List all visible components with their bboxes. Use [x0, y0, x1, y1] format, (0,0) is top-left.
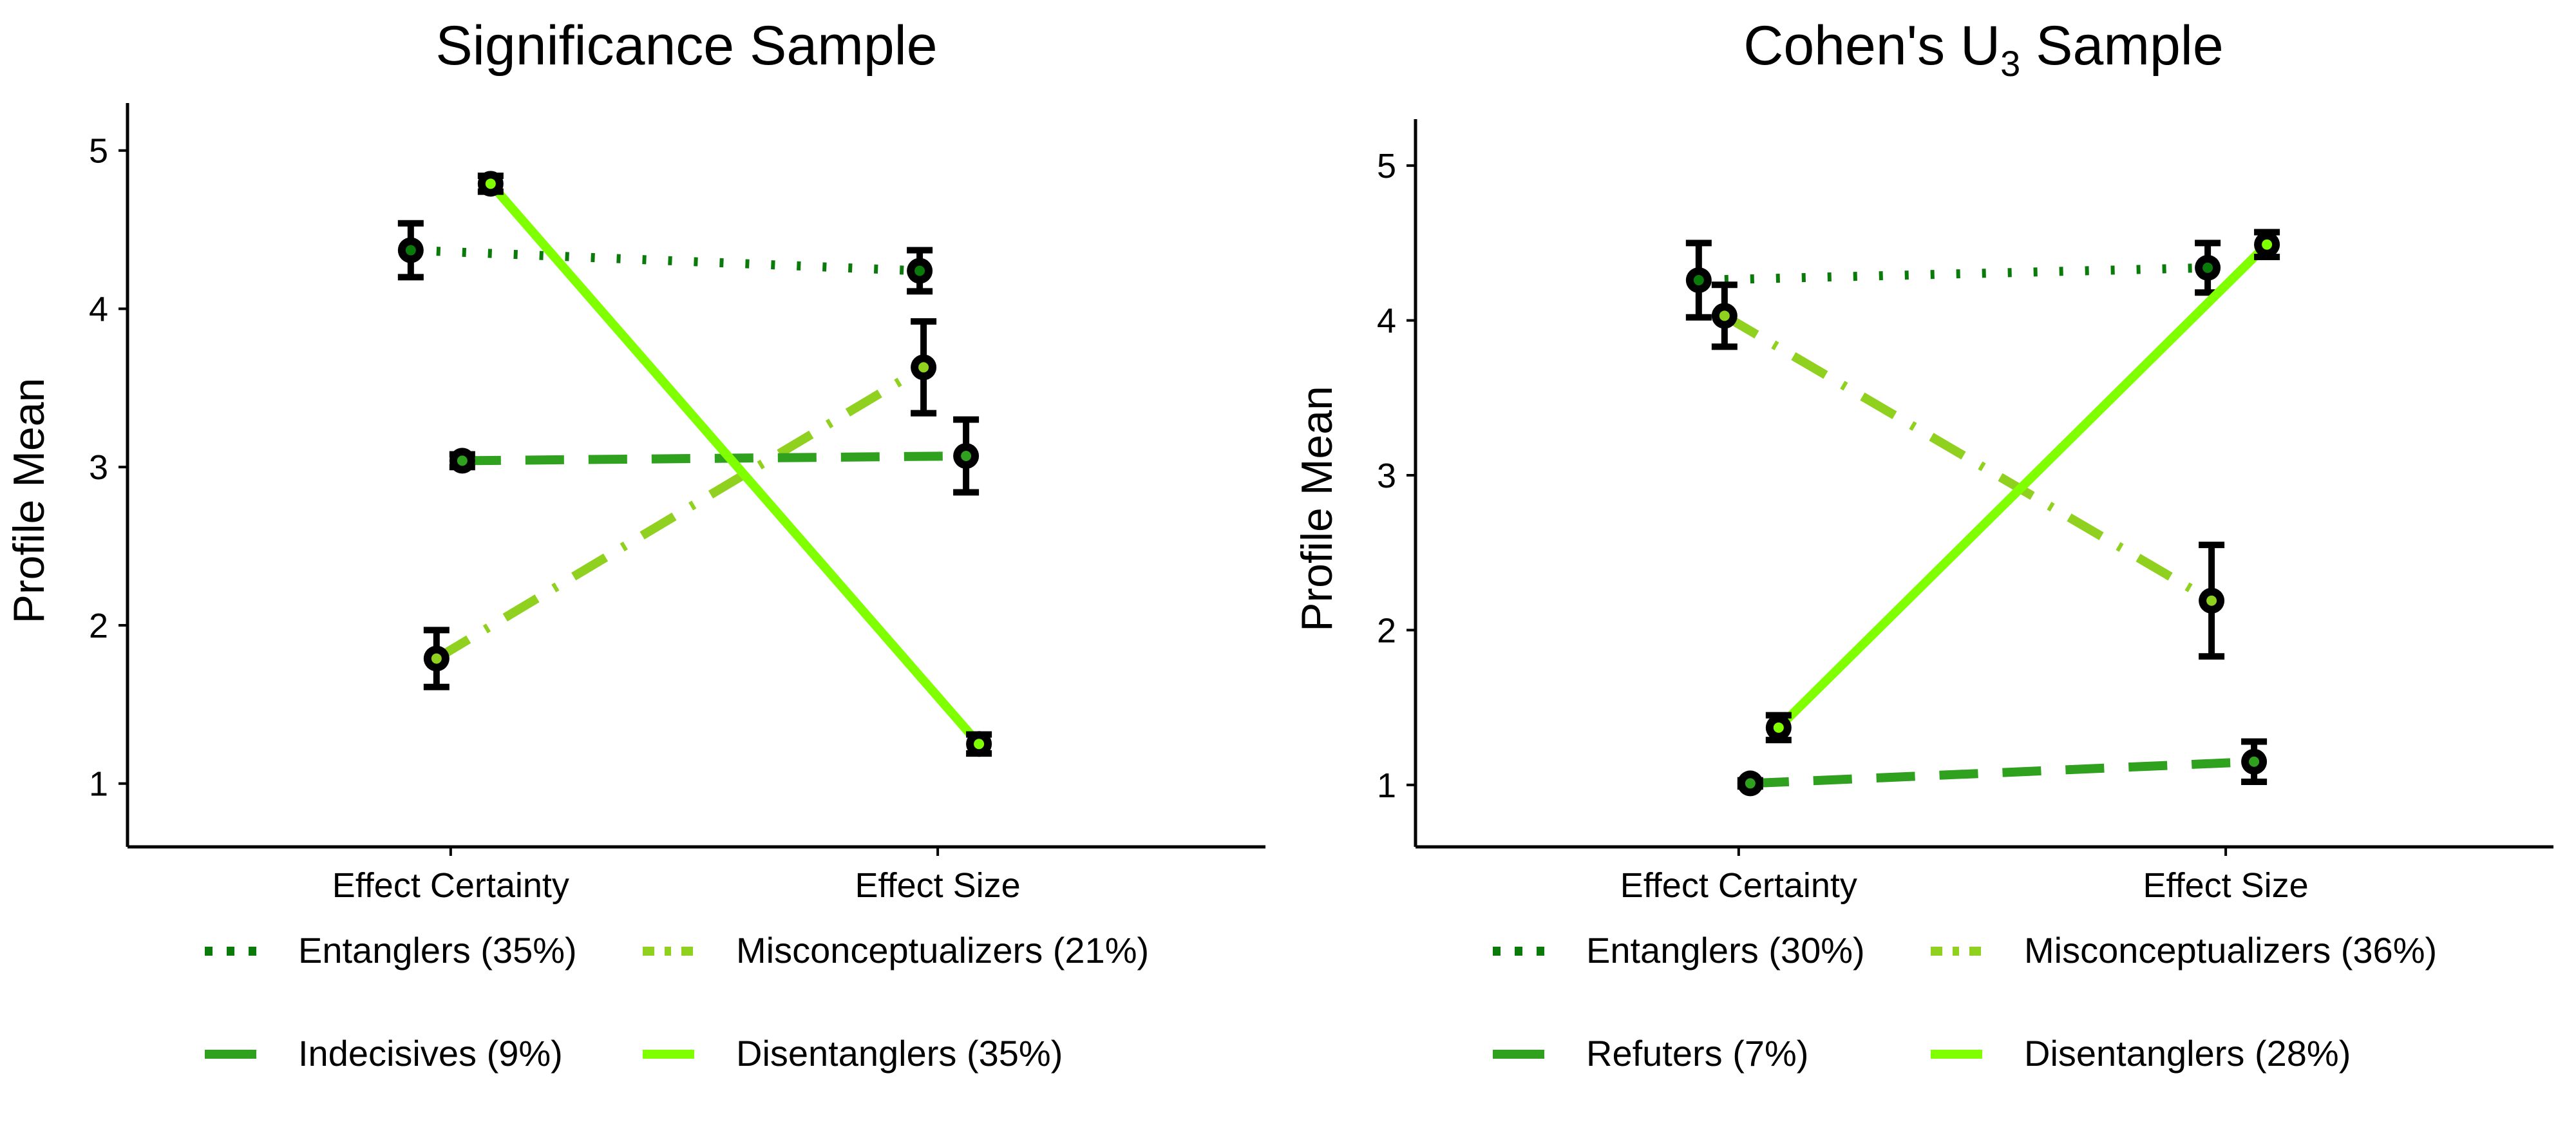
series-line-1 [1698, 263, 2208, 285]
legend-label: Entanglers (35%) [298, 930, 577, 971]
data-point-center [914, 265, 925, 276]
legend-label: Refuters (7%) [1586, 1033, 1808, 1074]
x-tick-label: Effect Size [2143, 866, 2309, 905]
data-point-center [2262, 239, 2273, 250]
series-line-4 [1775, 241, 2271, 731]
data-point-center [961, 451, 972, 462]
y-tick-label: 4 [89, 290, 108, 328]
data-point-center [431, 653, 442, 664]
data-point-center [485, 178, 496, 189]
data-point-center [1693, 275, 1704, 286]
legend-label: Disentanglers (35%) [736, 1033, 1063, 1074]
data-point-center [2206, 595, 2217, 606]
y-tick-label: 3 [1377, 457, 1396, 495]
y-tick-label: 1 [1377, 766, 1396, 805]
series-line-3 [462, 451, 967, 466]
legend-label: Misconceptualizers (21%) [736, 930, 1149, 971]
y-tick-label: 2 [89, 607, 108, 645]
chart-panel-1: Significance Sample 1 2 3 4 5 Effect Certainty… [5, 15, 1265, 1074]
y-tick-label: 5 [89, 132, 108, 171]
y-tick-label: 4 [1377, 302, 1396, 341]
data-point-center [2202, 262, 2213, 273]
y-tick-label: 2 [1377, 611, 1396, 650]
series-line-1 [410, 245, 920, 276]
y-axis-label: Profile Mean [5, 378, 53, 624]
series-line-2 [434, 363, 926, 663]
data-point-center [2249, 756, 2260, 767]
legend-label: Disentanglers (28%) [2024, 1033, 2351, 1074]
y-tick-label: 5 [1377, 147, 1396, 185]
series-line-4 [487, 180, 983, 747]
chart-panel-2: Cohen's U3 Sample 1 2 3 4 5 Effect Certainty Ef… [1293, 15, 2553, 1074]
y-tick-label: 3 [89, 448, 108, 487]
legend-label: Misconceptualizers (36%) [2024, 930, 2437, 971]
data-point-center [405, 245, 416, 256]
data-point-center [1719, 310, 1730, 321]
x-tick-label: Effect Certainty [1620, 866, 1857, 905]
series-line-3 [1750, 757, 2255, 788]
data-point-center [1773, 722, 1784, 733]
x-tick-label: Effect Size [855, 866, 1021, 905]
data-point-center [918, 362, 929, 373]
chart-title: Cohen's U3 Sample [1743, 15, 2224, 84]
chart-title: Significance Sample [435, 15, 937, 77]
legend-label: Indecisives (9%) [298, 1033, 563, 1074]
data-point-center [1745, 778, 1756, 789]
series-line-2 [1722, 312, 2214, 605]
data-point-center [974, 739, 985, 750]
y-tick-label: 1 [89, 765, 108, 804]
data-point-center [457, 455, 468, 466]
legend-label: Entanglers (30%) [1586, 930, 1865, 971]
x-tick-label: Effect Certainty [332, 866, 569, 905]
y-axis-label: Profile Mean [1293, 386, 1341, 632]
